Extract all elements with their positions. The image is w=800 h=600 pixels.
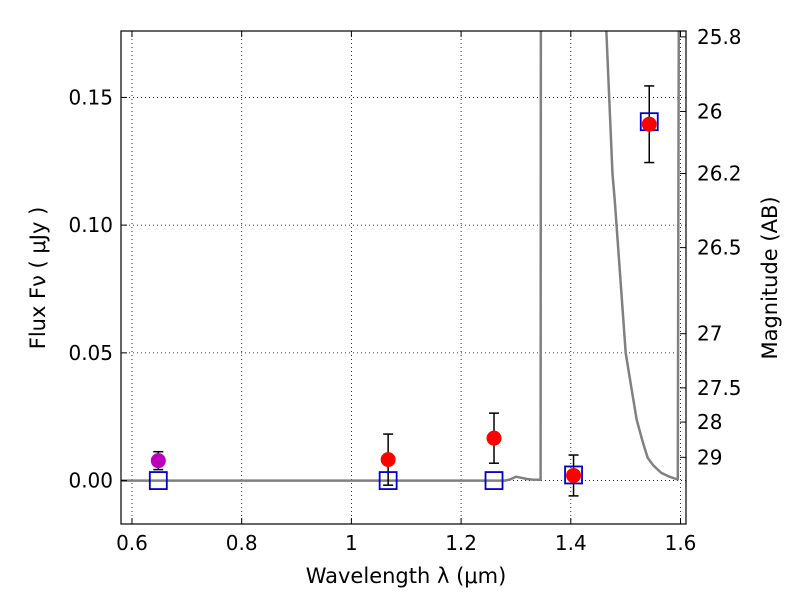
y2-tick-label: 26 xyxy=(697,99,722,123)
x-tick-label: 0.8 xyxy=(226,531,258,555)
measured-flux-point xyxy=(150,453,166,469)
measured-flux-point xyxy=(380,452,396,468)
sed-model-curve xyxy=(121,31,681,482)
model-flux-square xyxy=(564,465,583,485)
y2-tick-label: 25.8 xyxy=(697,25,742,49)
data-series xyxy=(121,31,681,497)
plot-area xyxy=(121,31,686,524)
y-axis-label: Flux Fν ( μJy ) xyxy=(26,207,50,350)
x-tick-label: 1 xyxy=(345,531,358,555)
x-axis-label: Wavelength λ (μm) xyxy=(306,564,507,588)
measured-flux-point xyxy=(566,467,582,483)
x-tick-label: 1.2 xyxy=(445,531,477,555)
y2-tick-label: 27 xyxy=(697,322,722,346)
y-tick-label: 0.05 xyxy=(68,341,113,365)
y-tick-label: 0.10 xyxy=(68,213,113,237)
y2-tick-label: 27.5 xyxy=(697,376,742,400)
x-tick-label: 0.6 xyxy=(116,531,148,555)
y2-tick-label: 28 xyxy=(697,410,722,434)
model-flux-square xyxy=(484,471,504,490)
y-tick-label: 0.15 xyxy=(68,85,113,109)
y-tick-label: 0.00 xyxy=(68,469,113,493)
measured-flux-point xyxy=(641,116,657,132)
measured-flux-point xyxy=(486,430,502,446)
y2-tick-label: 29 xyxy=(697,445,722,469)
y2-tick-label: 26.2 xyxy=(697,162,742,186)
x-tick-label: 1.4 xyxy=(555,531,587,555)
y2-axis-label: Magnitude (AB) xyxy=(758,196,782,359)
axis-ticks: 0.6 0.8 1 1.2 1.4 1.6 0.00 0.05 0.10 0.15 25.8 26 26… xyxy=(68,25,741,555)
plot-frame xyxy=(120,30,687,525)
y2-tick-label: 26.5 xyxy=(697,236,742,260)
model-flux-square xyxy=(148,471,168,490)
x-tick-label: 1.6 xyxy=(665,531,697,555)
model-flux-square xyxy=(378,471,398,490)
